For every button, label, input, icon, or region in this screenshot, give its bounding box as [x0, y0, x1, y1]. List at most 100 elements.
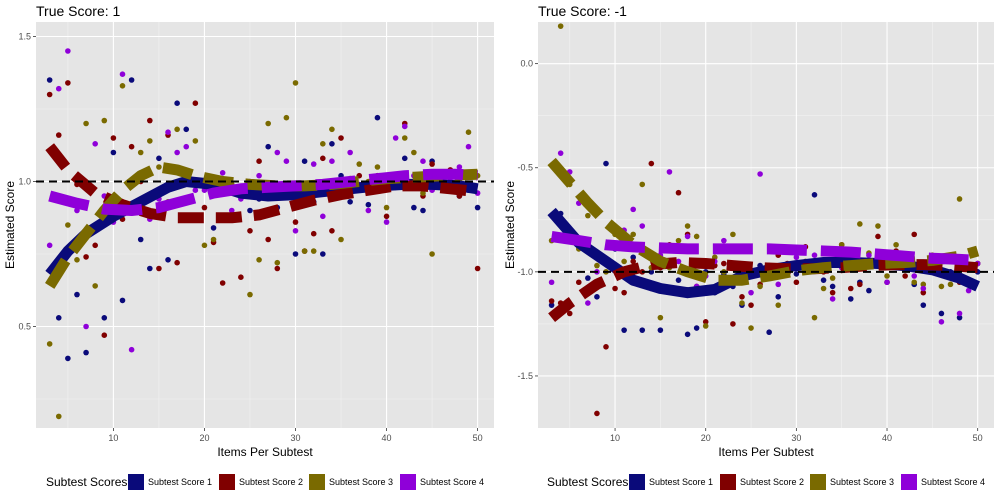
data-point — [675, 258, 682, 265]
data-point — [429, 161, 435, 167]
data-point — [811, 192, 818, 198]
data-point — [548, 298, 555, 304]
data-point — [174, 259, 180, 266]
data-point — [748, 302, 754, 308]
data-point — [594, 262, 600, 269]
data-point — [594, 294, 600, 300]
data-point — [748, 289, 754, 296]
data-point — [730, 321, 736, 327]
data-point — [401, 123, 408, 130]
data-point — [137, 149, 144, 156]
data-point — [55, 85, 62, 92]
data-point — [165, 257, 171, 263]
data-point — [938, 319, 945, 325]
data-point — [292, 228, 299, 234]
data-point — [603, 344, 609, 350]
data-point — [420, 158, 426, 164]
data-point — [119, 83, 126, 89]
data-point — [793, 271, 800, 277]
y-tick-label: 1.5 — [18, 32, 31, 42]
right-data-marks — [538, 23, 994, 417]
y-tick-label: 1.0 — [18, 177, 31, 187]
data-point — [174, 126, 180, 133]
x-tick-label: 40 — [382, 433, 392, 443]
data-point — [74, 291, 80, 298]
data-point — [401, 155, 408, 162]
data-point — [338, 236, 344, 243]
data-point — [110, 135, 117, 141]
data-point — [657, 327, 664, 333]
legend-label-4: Subtest Score 4 — [420, 477, 484, 487]
data-point — [884, 273, 890, 279]
data-point — [829, 289, 836, 296]
data-point — [256, 172, 262, 179]
data-point — [739, 300, 745, 306]
data-point — [101, 315, 108, 321]
data-point — [210, 225, 217, 231]
data-point — [947, 281, 954, 288]
right-legend-title: Subtest Scores — [547, 475, 628, 489]
data-point — [92, 283, 98, 289]
data-point — [702, 319, 709, 325]
left-x-axis-label: Items Per Subtest — [217, 445, 313, 459]
data-point — [820, 277, 827, 283]
data-point — [884, 279, 890, 286]
data-point — [283, 114, 290, 121]
data-point — [174, 149, 180, 156]
data-point — [938, 310, 945, 317]
data-point — [192, 100, 199, 106]
data-point — [247, 291, 253, 298]
data-point — [183, 143, 190, 150]
data-point — [585, 275, 591, 281]
data-point — [739, 294, 745, 300]
data-point — [338, 135, 344, 141]
data-point — [128, 346, 135, 353]
data-point — [621, 327, 627, 333]
data-point — [757, 171, 763, 177]
data-point — [365, 201, 372, 208]
data-point — [684, 331, 691, 338]
data-point — [274, 265, 281, 272]
y-tick-label: -0.5 — [517, 163, 533, 173]
data-point — [965, 287, 972, 294]
x-tick-label: 30 — [791, 433, 801, 443]
data-point — [46, 77, 53, 83]
data-point — [630, 206, 636, 213]
data-point — [465, 129, 472, 135]
data-point — [902, 273, 908, 279]
data-point — [621, 258, 627, 265]
data-point — [83, 120, 89, 127]
data-point — [639, 327, 646, 333]
data-point — [465, 143, 472, 150]
x-tick-label: 30 — [290, 433, 300, 443]
data-point — [83, 349, 89, 356]
data-point — [893, 241, 899, 248]
data-point — [101, 332, 108, 339]
data-point — [911, 231, 918, 238]
data-point — [684, 223, 691, 229]
data-point — [721, 260, 727, 267]
data-point — [274, 149, 281, 156]
data-point — [320, 155, 326, 162]
legend-swatch-3 — [309, 474, 325, 490]
data-point — [265, 236, 271, 243]
data-point — [585, 300, 591, 306]
data-point — [55, 315, 62, 321]
data-point — [639, 223, 646, 229]
y-tick-label: 0.5 — [18, 322, 31, 332]
data-point — [820, 285, 827, 292]
y-tick-label: -1.5 — [517, 371, 533, 381]
data-point — [192, 138, 199, 144]
data-point — [329, 126, 335, 133]
data-point — [383, 213, 390, 220]
data-point — [829, 275, 836, 281]
data-point — [420, 207, 426, 214]
data-point — [156, 265, 162, 272]
data-point — [847, 296, 854, 302]
right-x-tick-labels: 10 20 30 40 50 — [610, 428, 983, 443]
data-point — [411, 149, 417, 156]
data-point — [675, 277, 682, 283]
data-point — [811, 314, 818, 321]
data-point — [456, 164, 463, 170]
